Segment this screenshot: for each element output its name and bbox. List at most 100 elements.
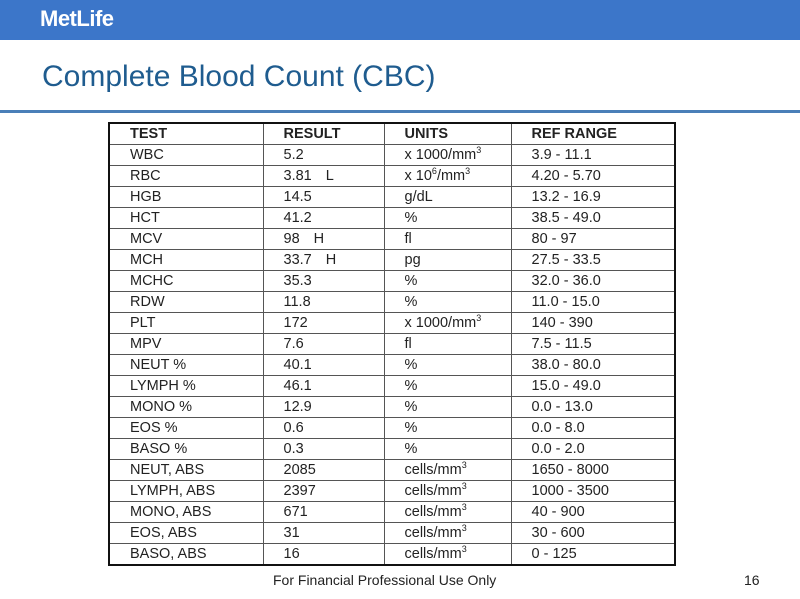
table-row: EOS % 0.6% 0.0 - 8.0 xyxy=(108,417,676,439)
cell-ref-range: 3.9 - 11.1 xyxy=(510,144,676,166)
result-value: 12.9 xyxy=(283,399,312,415)
page-title: Complete Blood Count (CBC) xyxy=(42,60,436,93)
cell-test: LYMPH, ABS xyxy=(108,480,264,502)
unit-text: cells/mm xyxy=(404,546,462,562)
unit-text: % xyxy=(404,441,418,457)
cell-ref-range: 0 - 125 xyxy=(510,543,676,566)
result-value: 14.5 xyxy=(283,189,312,205)
cell-result: 2397 xyxy=(262,480,385,502)
column-header-units: UNITS xyxy=(383,122,512,145)
title-divider xyxy=(0,110,800,113)
unit-text: cells/mm xyxy=(404,525,462,541)
cell-result: 33.7 H xyxy=(262,249,385,271)
result-value: 33.7 xyxy=(283,252,312,268)
cell-units: g/dL xyxy=(383,186,512,208)
cell-test: HGB xyxy=(108,186,264,208)
cell-result: 98 H xyxy=(262,228,385,250)
cell-ref-range: 80 - 97 xyxy=(510,228,676,250)
unit-superscript: 3 xyxy=(476,313,482,323)
cell-test: BASO % xyxy=(108,438,264,460)
unit-text: fl xyxy=(404,336,412,352)
cell-result: 7.6 xyxy=(262,333,385,355)
cell-test: NEUT % xyxy=(108,354,264,376)
cell-result: 5.2 xyxy=(262,144,385,166)
cell-units: % xyxy=(383,270,512,292)
unit-text: pg xyxy=(404,252,421,268)
unit-superscript: 3 xyxy=(461,523,467,533)
unit-text: % xyxy=(404,210,418,226)
metlife-logo: MetLife xyxy=(40,6,114,31)
cell-units: % xyxy=(383,375,512,397)
table-row: MCHC 35.3% 32.0 - 36.0 xyxy=(108,270,676,292)
table-row: EOS, ABS 31 cells/mm3 30 - 600 xyxy=(108,522,676,544)
table-row: NEUT % 40.1% 38.0 - 80.0 xyxy=(108,354,676,376)
cell-result: 40.1 xyxy=(262,354,385,376)
cell-ref-range: 7.5 - 11.5 xyxy=(510,333,676,355)
unit-text: % xyxy=(404,294,418,310)
cell-units: % xyxy=(383,438,512,460)
unit-superscript: 3 xyxy=(461,544,467,554)
cell-units: % xyxy=(383,354,512,376)
cell-result: 2085 xyxy=(262,459,385,481)
footer-disclaimer: For Financial Professional Use Only xyxy=(273,572,497,588)
cell-ref-range: 38.0 - 80.0 xyxy=(510,354,676,376)
cell-result: 172 xyxy=(262,312,385,334)
cell-ref-range: 40 - 900 xyxy=(510,501,676,523)
unit-text: % xyxy=(404,420,418,436)
table-row: LYMPH % 46.1% 15.0 - 49.0 xyxy=(108,375,676,397)
result-value: 5.2 xyxy=(283,147,304,163)
cell-test: MCV xyxy=(108,228,264,250)
cell-units: % xyxy=(383,207,512,229)
table-row: HCT 41.2% 38.5 - 49.0 xyxy=(108,207,676,229)
unit-text: % xyxy=(404,273,418,289)
unit-text: % xyxy=(404,357,418,373)
result-value: 2085 xyxy=(283,462,316,478)
cell-test: RBC xyxy=(108,165,264,187)
cell-ref-range: 11.0 - 15.0 xyxy=(510,291,676,313)
unit-text: % xyxy=(404,378,418,394)
unit-text: x 1000/mm xyxy=(404,315,477,331)
result-value: 16 xyxy=(283,546,300,562)
cell-ref-range: 0.0 - 8.0 xyxy=(510,417,676,439)
cell-units: cells/mm3 xyxy=(383,543,512,566)
cell-ref-range: 0.0 - 2.0 xyxy=(510,438,676,460)
table-row: PLT 172 x 1000/mm3 140 - 390 xyxy=(108,312,676,334)
cell-result: 0.6 xyxy=(262,417,385,439)
unit-text: cells/mm xyxy=(404,483,462,499)
cell-test: BASO, ABS xyxy=(108,543,264,566)
cell-test: MONO, ABS xyxy=(108,501,264,523)
page-number: 16 xyxy=(744,572,760,588)
cell-test: WBC xyxy=(108,144,264,166)
cell-ref-range: 140 - 390 xyxy=(510,312,676,334)
result-value: 7.6 xyxy=(283,336,304,352)
cell-result: 671 xyxy=(262,501,385,523)
table-row: BASO, ABS 16 cells/mm3 0 - 125 xyxy=(108,543,676,566)
table-row: WBC 5.2 x 1000/mm3 3.9 - 11.1 xyxy=(108,144,676,166)
cell-test: MONO % xyxy=(108,396,264,418)
result-value: 40.1 xyxy=(283,357,312,373)
cell-units: cells/mm3 xyxy=(383,480,512,502)
cell-units: x 1000/mm3 xyxy=(383,312,512,334)
cell-units: x 1000/mm3 xyxy=(383,144,512,166)
cell-test: LYMPH % xyxy=(108,375,264,397)
column-header-result: RESULT xyxy=(262,122,385,145)
cell-result: 35.3 xyxy=(262,270,385,292)
result-value: 35.3 xyxy=(283,273,312,289)
cell-test: MCHC xyxy=(108,270,264,292)
cell-ref-range: 32.0 - 36.0 xyxy=(510,270,676,292)
cell-test: EOS % xyxy=(108,417,264,439)
cell-result: 12.9 xyxy=(262,396,385,418)
table-row: MONO, ABS 671 cells/mm3 40 - 900 xyxy=(108,501,676,523)
result-value: 98 xyxy=(283,231,300,247)
result-flag: H xyxy=(325,252,337,268)
table-row: MPV 7.6 fl 7.5 - 11.5 xyxy=(108,333,676,355)
table-row: BASO % 0.3% 0.0 - 2.0 xyxy=(108,438,676,460)
table-row: LYMPH, ABS 2397 cells/mm3 1000 - 3500 xyxy=(108,480,676,502)
cell-test: PLT xyxy=(108,312,264,334)
cell-ref-range: 1650 - 8000 xyxy=(510,459,676,481)
cell-test: RDW xyxy=(108,291,264,313)
result-value: 3.81 xyxy=(283,168,312,184)
column-header-ref-range: REF RANGE xyxy=(510,122,676,145)
